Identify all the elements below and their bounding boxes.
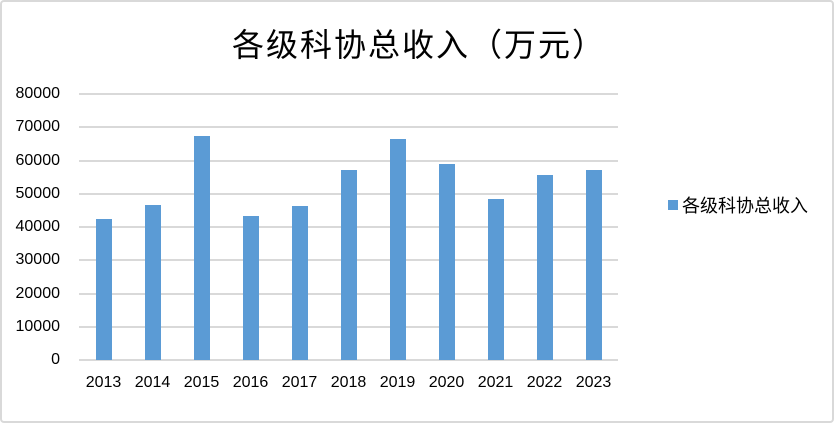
y-axis-tick-label: 40000 <box>15 218 61 235</box>
x-axis-label-2019: 2019 <box>379 374 416 391</box>
y-axis-tick-label: 20000 <box>15 284 61 302</box>
bar-2023 <box>585 170 602 360</box>
y-axis-tick-label: 80000 <box>15 85 61 102</box>
bar-2021 <box>487 199 504 360</box>
bar-2022 <box>536 175 553 360</box>
x-axis-label-2023: 2023 <box>575 374 612 391</box>
gridline-70000 <box>79 126 618 129</box>
x-axis-label-2018: 2018 <box>330 374 367 391</box>
x-axis-label-2020: 2020 <box>428 374 465 391</box>
gridline-60000 <box>79 159 618 162</box>
bar-2020 <box>438 164 455 360</box>
y-axis-tick-label: 70000 <box>15 118 61 136</box>
bar-2019 <box>389 139 406 360</box>
x-axis-label-2014: 2014 <box>134 374 171 391</box>
y-axis-tick-label: 10000 <box>15 317 61 335</box>
y-axis-tick-label: 0 <box>51 351 60 368</box>
legend-series-marker-icon <box>668 200 678 210</box>
x-axis-label-2017: 2017 <box>281 374 318 391</box>
bar-2018 <box>340 170 357 360</box>
x-axis-label-2021: 2021 <box>477 374 514 391</box>
chart-title: 各级科协总收入（万元） <box>231 27 606 63</box>
bar-2014 <box>144 205 161 360</box>
bar-2017 <box>291 206 308 360</box>
bar-2016 <box>242 216 259 360</box>
x-axis-label-2016: 2016 <box>232 374 269 391</box>
x-axis-label-2022: 2022 <box>526 374 563 391</box>
bar-2015 <box>193 135 210 360</box>
gridline-0 <box>79 359 618 361</box>
gridline-80000 <box>79 93 618 95</box>
y-axis-tick-label: 30000 <box>15 251 61 269</box>
x-axis-label-2015: 2015 <box>183 374 220 391</box>
legend: 各级科协总收入 <box>668 192 808 218</box>
y-axis-tick-label: 50000 <box>15 184 61 202</box>
y-axis-tick-label: 60000 <box>15 151 61 169</box>
x-axis-label-2013: 2013 <box>85 374 122 391</box>
legend-label: 各级科协总收入 <box>682 196 808 216</box>
bar-2013 <box>95 218 112 360</box>
